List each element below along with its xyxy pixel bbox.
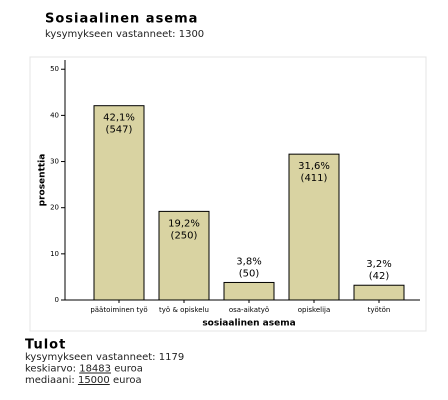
count-label: (50)	[239, 268, 260, 279]
info-unit: euroa	[114, 364, 143, 375]
x-tick-label: opiskelija	[298, 306, 331, 314]
info-line: kysymykseen vastanneet: 1179	[25, 352, 184, 363]
section-title: Tulot	[25, 338, 66, 353]
info-line: keskiarvo: 18483 euroa	[25, 364, 143, 375]
bar	[288, 153, 340, 301]
chart-title: Sosiaalinen asema	[45, 12, 198, 27]
y-tick-label: 10	[50, 250, 59, 258]
value-label: 31,6%	[298, 161, 330, 172]
count-label: (42)	[369, 271, 390, 282]
count-label: (547)	[106, 125, 133, 136]
chart-frame	[29, 56, 427, 332]
bar	[223, 281, 275, 301]
value-label: 3,8%	[236, 256, 261, 267]
x-tick-label: työ & opiskelu	[159, 306, 209, 314]
value-label: 42,1%	[103, 113, 135, 124]
y-tick-label: 30	[50, 158, 59, 166]
y-tick-label: 50	[50, 65, 59, 73]
value-label: 19,2%	[168, 218, 200, 229]
count-label: (250)	[171, 230, 198, 241]
info-value: 1179	[159, 352, 184, 363]
x-axis-label: sosiaalinen asema	[202, 319, 295, 329]
info-value: 15000	[78, 375, 110, 386]
y-tick-label: 40	[50, 111, 59, 119]
y-tick-label: 0	[55, 296, 59, 304]
y-tick-label: 20	[50, 204, 59, 212]
count-label: (411)	[301, 173, 328, 184]
bar	[353, 284, 405, 301]
info-unit: euroa	[113, 375, 142, 386]
info-label: mediaani:	[25, 375, 75, 386]
info-value: 18483	[79, 364, 111, 375]
value-label: 3,2%	[366, 259, 391, 270]
x-tick-label: osa-aikatyö	[229, 306, 269, 314]
y-axis-label: prosenttia	[38, 154, 48, 207]
info-line: mediaani: 15000 euroa	[25, 375, 142, 386]
bar	[93, 105, 145, 301]
info-label: kysymykseen vastanneet:	[25, 352, 156, 363]
x-tick-label: päätoiminen työ	[90, 306, 147, 314]
x-tick-label: työtön	[368, 306, 391, 314]
info-label: keskiarvo:	[25, 364, 76, 375]
bar	[158, 210, 210, 301]
chart-subtitle: kysymykseen vastanneet: 1300	[45, 29, 204, 40]
